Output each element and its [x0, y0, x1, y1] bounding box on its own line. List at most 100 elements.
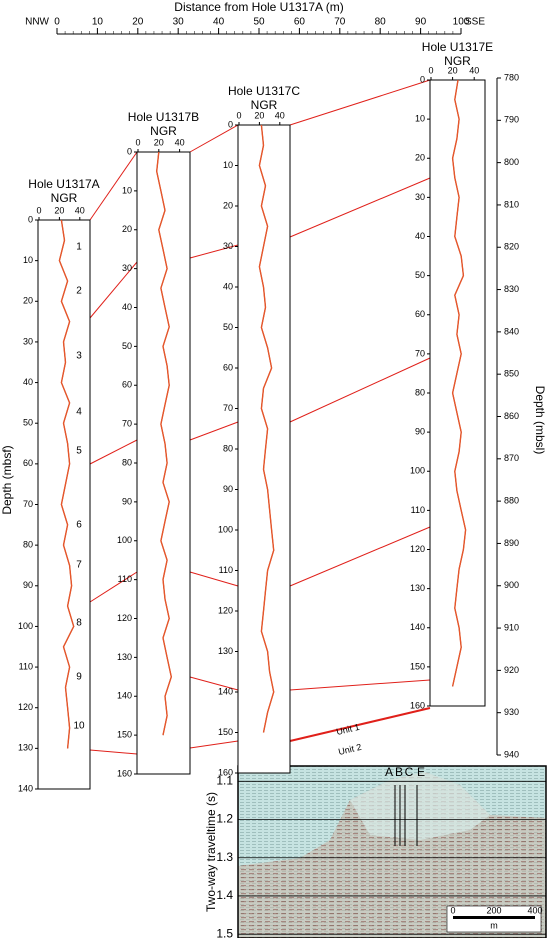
tick-label: 30 — [122, 263, 132, 273]
tick-label: 40 — [415, 231, 425, 241]
unit-number: 9 — [76, 672, 82, 683]
tick-label: 50 — [253, 17, 265, 28]
hole-label: E — [417, 765, 425, 779]
tick-label: 800 — [504, 157, 519, 167]
ngr-trend — [258, 124, 275, 733]
tick-label: 110 — [19, 661, 33, 671]
tick-label: 130 — [18, 743, 33, 753]
tick-label: 120 — [218, 605, 233, 615]
tick-label: 150 — [117, 730, 132, 740]
tick-label: 0 — [28, 214, 33, 224]
tick-label: 110 — [219, 565, 233, 575]
log-xlabel: NGR — [150, 124, 177, 138]
tick-label: 150 — [218, 727, 233, 737]
axis-end-label: NNW — [25, 17, 49, 28]
tick-label: 60 — [23, 458, 33, 468]
tick-label: 50 — [223, 322, 233, 332]
tick-label: 790 — [504, 115, 519, 125]
scale-unit: m — [490, 920, 498, 930]
tick-label: 10 — [122, 185, 132, 195]
tick-label: 780 — [504, 72, 519, 82]
tick-label: 100 — [453, 17, 470, 28]
tick-label: 40 — [469, 65, 479, 75]
unit-number: 2 — [76, 286, 82, 297]
log-title: Hole U1317C — [228, 84, 300, 98]
tick-label: 20 — [54, 205, 64, 215]
tick-label: 0 — [236, 110, 241, 120]
ngr-trend — [58, 219, 75, 749]
unit-number: 3 — [76, 351, 82, 362]
tick-label: 160 — [218, 767, 233, 777]
tick-label: 90 — [122, 496, 132, 506]
tick-label: 10 — [223, 160, 233, 170]
unit-number: 6 — [76, 520, 82, 531]
log-title: Hole U1317E — [422, 40, 493, 54]
tick-label: 840 — [504, 326, 519, 336]
tick-label: 40 — [175, 137, 185, 147]
tick-label: 110 — [411, 505, 425, 515]
tick-label: 130 — [117, 652, 132, 662]
hole-label: B — [395, 765, 403, 779]
log-title: Hole U1317A — [28, 177, 99, 191]
tick-label: 140 — [18, 783, 33, 793]
tick-label: 870 — [504, 453, 519, 463]
axis-label: Depth (mbsf) — [0, 445, 14, 514]
tick-label: 20 — [132, 17, 144, 28]
tick-label: 70 — [122, 419, 132, 429]
tick-label: 160 — [410, 700, 425, 710]
tick-label: 1.2 — [216, 812, 233, 826]
unit-number: 8 — [76, 618, 82, 629]
tick-label: 0 — [428, 65, 433, 75]
hole-label: A — [385, 765, 393, 779]
tick-label: 40 — [23, 377, 33, 387]
tick-label: 20 — [223, 200, 233, 210]
tick-label: 920 — [504, 665, 519, 675]
tick-label: 100 — [117, 535, 132, 545]
tick-label: 90 — [415, 17, 427, 28]
unit-label: Unit 1 — [335, 722, 360, 737]
log-frame — [37, 219, 91, 790]
hole-label: C — [405, 765, 414, 779]
tick-label: 900 — [504, 580, 519, 590]
tick-label: 30 — [23, 336, 33, 346]
tick-label: 80 — [223, 443, 233, 453]
tick-label: 50 — [122, 341, 132, 351]
tick-label: 140 — [410, 622, 425, 632]
tick-label: 120 — [117, 613, 132, 623]
tick-label: 70 — [415, 348, 425, 358]
tick-label: 860 — [504, 411, 519, 421]
tick-label: 100 — [218, 524, 233, 534]
tick-label: 90 — [415, 427, 425, 437]
tick-label: 40 — [223, 281, 233, 291]
tick-label: 90 — [23, 580, 33, 590]
tick-label: 50 — [415, 270, 425, 280]
tick-label: 130 — [218, 646, 233, 656]
scale-label: 400 — [527, 905, 542, 915]
tick-label: 100 — [410, 466, 425, 476]
tick-label: 30 — [223, 241, 233, 251]
unit-number: 5 — [76, 446, 82, 457]
log-xlabel: NGR — [251, 98, 278, 112]
tick-label: 1.4 — [216, 888, 233, 902]
tick-label: 20 — [23, 296, 33, 306]
tick-label: 130 — [410, 583, 425, 593]
tick-label: 940 — [504, 749, 519, 759]
tick-label: 850 — [504, 369, 519, 379]
log-xlabel: NGR — [51, 191, 78, 205]
tick-label: 40 — [275, 110, 285, 120]
tick-label: 20 — [448, 65, 458, 75]
unit-number: 1 — [76, 242, 82, 253]
tick-label: 0 — [135, 137, 140, 147]
log-frame — [429, 79, 486, 707]
tick-label: 50 — [23, 418, 33, 428]
tick-label: 80 — [375, 17, 387, 28]
tick-label: 60 — [294, 17, 306, 28]
seismic-image — [237, 765, 547, 939]
tick-label: 810 — [504, 199, 519, 209]
tick-label: 70 — [23, 499, 33, 509]
log-frame — [237, 124, 291, 774]
axis-end-label: SSE — [465, 17, 485, 28]
tick-label: 10 — [92, 17, 104, 28]
tick-label: 30 — [415, 192, 425, 202]
tick-label: 40 — [122, 302, 132, 312]
